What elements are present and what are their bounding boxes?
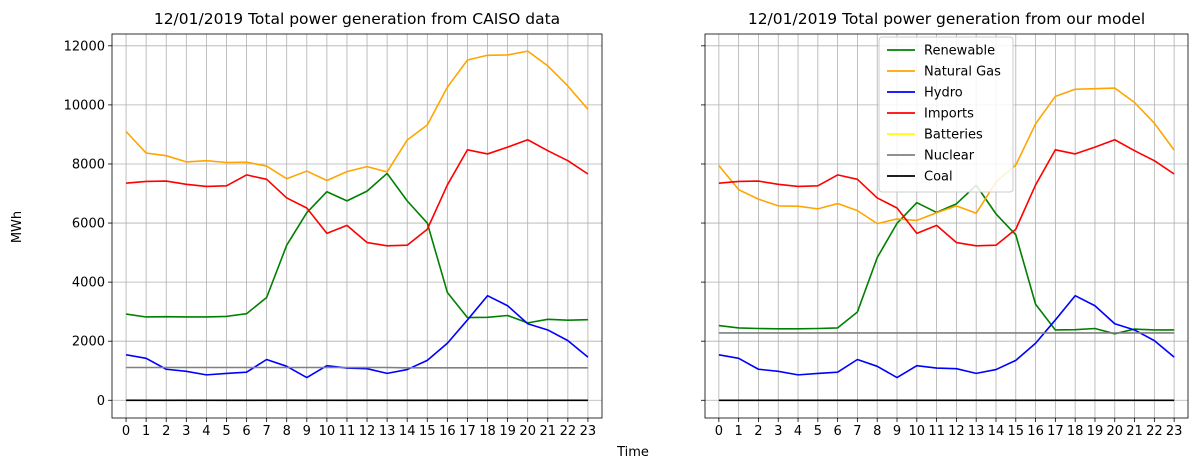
x-tick-label: 12 (948, 424, 965, 439)
x-tick-label: 17 (1047, 424, 1064, 439)
x-tick-label: 20 (519, 424, 536, 439)
legend-label: Renewable (924, 44, 995, 59)
x-tick-label: 13 (379, 424, 396, 439)
x-tick-label: 0 (122, 424, 130, 439)
x-tick-label: 16 (439, 424, 456, 439)
x-tick-label: 1 (735, 424, 743, 439)
x-tick-label: 11 (339, 424, 356, 439)
x-tick-label: 22 (560, 424, 577, 439)
series-line-hydro (126, 296, 588, 378)
chart-title: 12/01/2019 Total power generation from o… (748, 10, 1145, 28)
x-tick-label: 3 (774, 424, 782, 439)
x-tick-label: 2 (162, 424, 170, 439)
x-tick-label: 20 (1106, 424, 1123, 439)
x-tick-label: 18 (1067, 424, 1084, 439)
x-tick-label: 13 (968, 424, 985, 439)
legend-label: Imports (924, 107, 974, 122)
x-tick-label: 9 (303, 424, 311, 439)
x-tick-label: 2 (754, 424, 762, 439)
x-tick-label: 1 (142, 424, 150, 439)
y-tick-label: 0 (97, 394, 105, 409)
x-tick-label: 6 (833, 424, 841, 439)
x-tick-label: 12 (359, 424, 376, 439)
x-tick-label: 19 (1087, 424, 1104, 439)
x-tick-label: 15 (1008, 424, 1025, 439)
x-tick-label: 8 (283, 424, 291, 439)
y-tick-label: 8000 (72, 157, 105, 172)
x-tick-label: 7 (853, 424, 861, 439)
y-axis-label: MWh (10, 211, 25, 243)
x-tick-label: 10 (909, 424, 926, 439)
x-tick-label: 4 (794, 424, 802, 439)
series-line-natural-gas (126, 51, 588, 180)
x-tick-label: 5 (814, 424, 822, 439)
x-tick-label: 11 (928, 424, 945, 439)
series-line-renewable (126, 173, 588, 322)
x-axis-label: Time (616, 445, 649, 460)
x-tick-label: 19 (499, 424, 516, 439)
x-tick-label: 4 (202, 424, 210, 439)
y-tick-label: 2000 (72, 335, 105, 350)
chart-title: 12/01/2019 Total power generation from C… (154, 10, 560, 28)
series-line-imports (126, 140, 588, 246)
x-tick-label: 22 (1146, 424, 1163, 439)
legend-label: Coal (924, 170, 953, 185)
x-tick-label: 14 (399, 424, 416, 439)
x-tick-label: 10 (319, 424, 336, 439)
plot-frame (112, 34, 602, 418)
series-line-hydro (719, 296, 1174, 378)
x-tick-label: 16 (1027, 424, 1044, 439)
x-tick-label: 6 (242, 424, 250, 439)
x-tick-label: 23 (580, 424, 597, 439)
y-tick-label: 4000 (72, 276, 105, 291)
legend-label: Nuclear (924, 149, 975, 164)
x-tick-label: 9 (893, 424, 901, 439)
x-tick-label: 23 (1166, 424, 1183, 439)
y-tick-label: 10000 (64, 98, 105, 113)
legend-label: Hydro (924, 86, 963, 101)
legend: Renewable Natural Gas Hydro Imports Batterie… (879, 37, 1013, 192)
x-tick-label: 0 (715, 424, 723, 439)
x-tick-label: 5 (222, 424, 230, 439)
x-tick-label: 21 (540, 424, 557, 439)
legend-label: Batteries (924, 128, 983, 143)
x-tick-label: 21 (1126, 424, 1143, 439)
x-tick-label: 7 (262, 424, 270, 439)
x-tick-label: 3 (182, 424, 190, 439)
legend-label: Natural Gas (924, 65, 1001, 80)
x-tick-label: 15 (419, 424, 436, 439)
x-tick-label: 8 (873, 424, 881, 439)
series-line-renewable (719, 185, 1174, 334)
x-tick-label: 18 (479, 424, 496, 439)
y-tick-label: 12000 (64, 39, 105, 54)
x-tick-label: 14 (988, 424, 1005, 439)
y-tick-label: 6000 (72, 217, 105, 232)
x-tick-label: 17 (459, 424, 476, 439)
